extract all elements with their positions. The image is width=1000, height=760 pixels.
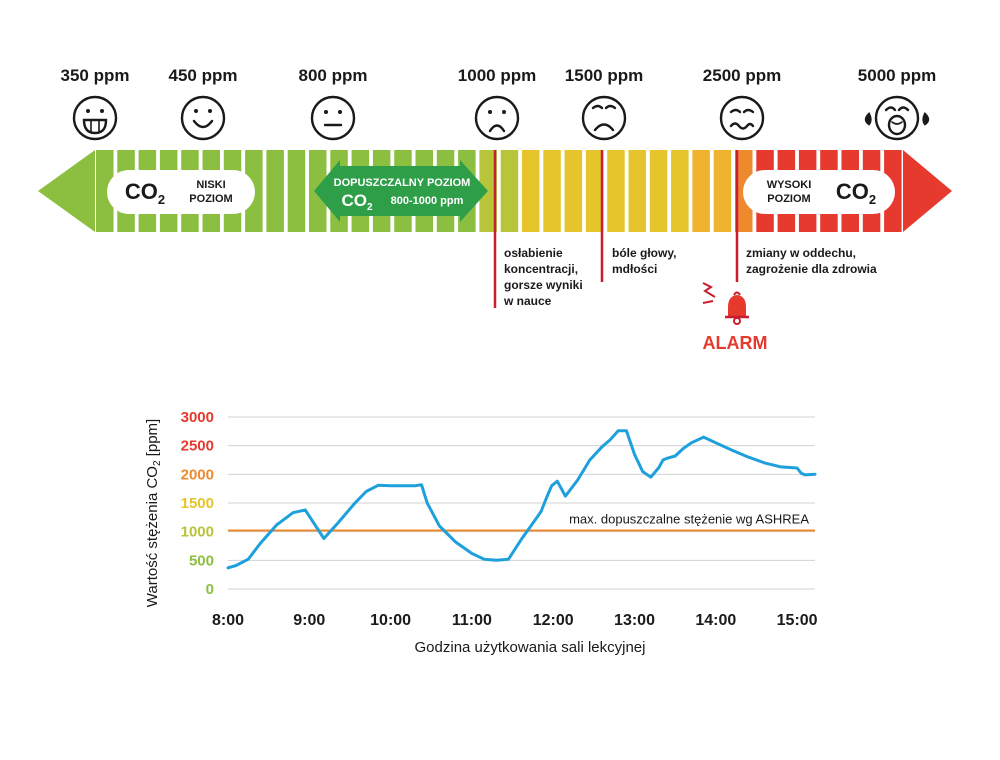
bar-left-arrowhead [38,150,95,232]
y-tick-label: 1500 [181,495,214,512]
high-level-badge: WYSOKI POZIOM CO2 [743,170,895,214]
series-points [227,430,816,568]
effect-3-line2: zagrożenie dla zdrowia [746,262,877,276]
bar-segment [692,150,710,232]
acceptable-co2: CO [341,191,367,210]
x-tick-labels: 8:00 9:00 10:00 11:00 12:00 13:00 14:00 15:00 [212,612,818,629]
neutral-face-icon [310,95,356,141]
bar-right-arrowhead [903,150,952,232]
effect-1-line3: gorsze wyniki [504,278,583,292]
y-tick-labels: 3000 2500 2000 1500 1000 500 0 [181,409,214,598]
level-label-5000: 5000 ppm [858,66,936,85]
bar-segment [287,150,306,232]
effect-markers [493,150,739,308]
y-axis-label-sub: 2 [152,460,163,466]
x-tick-label: 10:00 [370,612,411,629]
bar-segment [564,150,583,232]
svg-text:CO2: CO2 [125,179,165,207]
y-axis-label-main: Wartość stężenia CO [144,466,161,607]
y-tick-label: 0 [206,581,214,598]
bar-segment [479,150,497,232]
high-badge-line1: WYSOKI [767,179,812,191]
level-label-350: 350 ppm [61,66,130,85]
low-badge-sub: 2 [158,192,165,207]
bar-segment [649,150,668,232]
bar-segment [585,150,604,232]
x-tick-label: 15:00 [777,612,818,629]
x-tick-label: 9:00 [293,612,325,629]
svg-text:CO2: CO2 [836,179,876,207]
x-tick-label: 8:00 [212,612,244,629]
effect-1-line1: osłabienie [504,246,563,260]
x-tick-label: 13:00 [614,612,655,629]
low-level-badge: CO2 NISKI POZIOM [107,170,255,214]
high-badge-co2: CO [836,179,869,204]
series-line [226,429,817,570]
y-tick-label: 2000 [181,466,214,483]
level-label-800: 800 ppm [299,66,368,85]
low-badge-co2: CO [125,179,158,204]
co2-scale-graphic: 350 ppm 450 ppm 800 ppm 1000 ppm 1500 pp… [38,66,952,353]
low-badge-line2: POZIOM [189,193,232,205]
y-tick-label: 1000 [181,524,214,541]
smile-face-icon [180,95,226,141]
bar-segment [522,150,540,232]
acceptable-line1: DOPUSZCZALNY POZIOM [334,177,471,189]
acceptable-range-arrow: DOPUSZCZALNY POZIOM CO2 800-1000 ppm [314,160,488,222]
bar-segment [713,150,732,232]
effect-2-line2: mdłości [612,262,657,276]
effect-2-line1: bóle głowy, [612,246,676,260]
y-tick-label: 2500 [181,438,214,455]
chart-grid [228,416,815,590]
effect-descriptions: osłabienie koncentracji, gorsze wyniki w… [503,246,877,308]
bar-segment [543,150,561,232]
bar-segment [96,150,114,232]
y-axis-label: Wartość stężenia CO2 [ppm] [144,419,163,607]
acceptable-sub: 2 [367,202,373,213]
ppm-levels: 350 ppm 450 ppm 800 ppm 1000 ppm 1500 pp… [61,66,937,85]
bar-segment [628,150,646,232]
level-label-1500: 1500 ppm [565,66,643,85]
x-tick-label: 14:00 [695,612,736,629]
nauseous-face-icon [719,95,765,141]
bar-segment [500,150,519,232]
big-smile-face-icon [72,95,118,141]
sad-face-icon [581,95,627,141]
acceptable-range: 800-1000 ppm [391,195,464,207]
y-axis-label-unit: [ppm] [144,419,161,461]
level-label-1000: 1000 ppm [458,66,536,85]
y-tick-label: 3000 [181,409,214,426]
co2-line-chart: 3000 2500 2000 1500 1000 500 0 8:00 9:00 10:00 11… [144,409,818,656]
frown-face-icon [474,95,520,141]
effect-1-line4: w nauce [503,294,552,308]
bar-segment [607,150,625,232]
y-tick-label: 500 [189,552,214,569]
bar-segment [266,150,284,232]
crying-face-icon [864,95,930,141]
bar-segment [671,150,689,232]
effect-3-line1: zmiany w oddechu, [746,246,856,260]
effect-1-line2: koncentracji, [504,262,578,276]
level-label-2500: 2500 ppm [703,66,781,85]
alarm-label: ALARM [703,333,768,353]
high-badge-sub: 2 [869,192,876,207]
x-tick-label: 12:00 [533,612,574,629]
low-badge-line1: NISKI [196,179,225,191]
svg-text:CO2: CO2 [341,191,373,213]
threshold-label: max. dopuszczalne stężenie wg ASHREA [569,512,809,527]
alarm-bell-icon [702,282,749,325]
high-badge-line2: POZIOM [767,193,810,205]
x-axis-label: Godzina użytkowania sali lekcyjnej [415,639,646,656]
x-tick-label: 11:00 [452,612,492,629]
level-label-450: 450 ppm [169,66,238,85]
